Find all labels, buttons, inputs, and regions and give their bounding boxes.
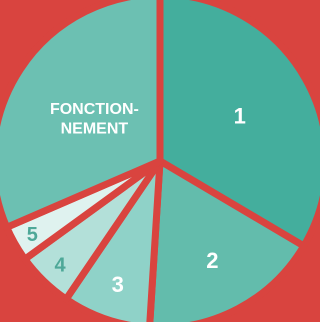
pie-label-2: 2 [206,248,218,273]
pie-labels: 1 2 3 45 FONCTION-NEMENT [27,101,246,297]
pie-label-1: 1 [234,103,246,128]
pie-label-5: 5 [27,224,38,246]
pie-slice-2 [146,157,308,322]
pie-label-4: 4 [54,254,66,276]
pie-label-fonction-nement: FONCTION-NEMENT [50,101,139,137]
pie-label-3: 3 [112,272,124,297]
pie-slice-fonction-nement [0,0,164,231]
